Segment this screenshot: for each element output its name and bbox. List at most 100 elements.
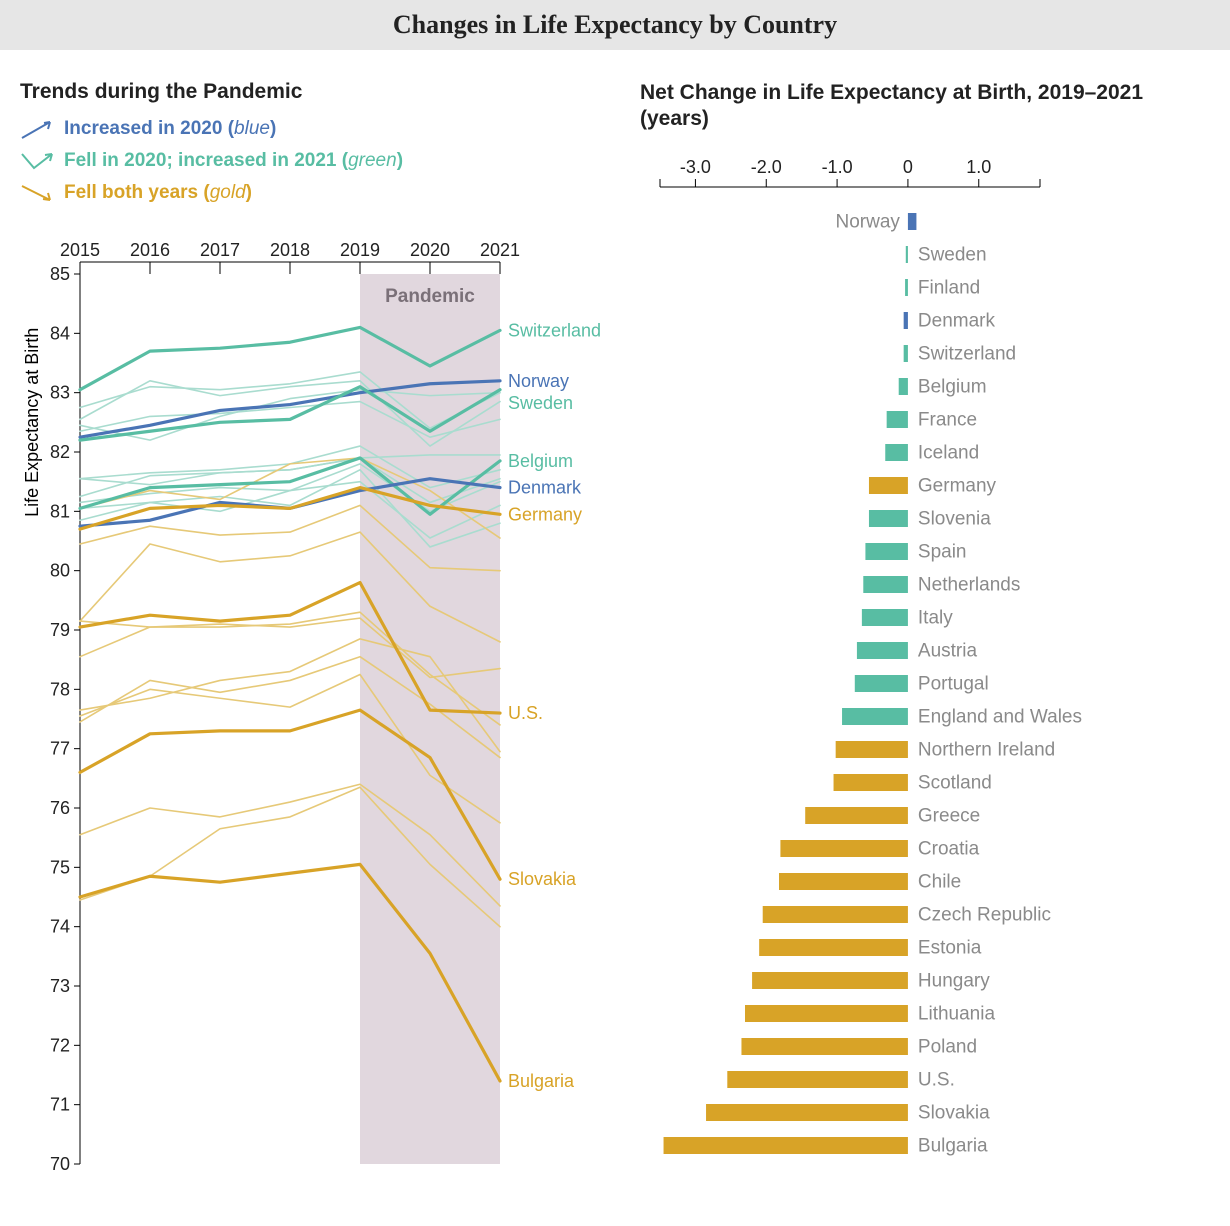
bar-label: Denmark bbox=[918, 310, 996, 331]
bar-label: Spain bbox=[918, 541, 967, 562]
bar-label: Croatia bbox=[918, 838, 980, 859]
bar-denmark bbox=[904, 312, 908, 329]
y-tick: 70 bbox=[50, 1154, 70, 1174]
bar-chart: -3.0-2.0-1.001.0NorwaySwedenFinlandDenma… bbox=[640, 147, 1200, 1172]
bar-slovakia bbox=[706, 1104, 908, 1121]
bar-hungary bbox=[752, 972, 908, 989]
bar-label: Austria bbox=[918, 640, 978, 661]
x-tick: 2020 bbox=[410, 240, 450, 260]
y-tick: 76 bbox=[50, 798, 70, 818]
end-label: Switzerland bbox=[508, 320, 601, 340]
bar-label: Czech Republic bbox=[918, 904, 1051, 925]
bar-poland bbox=[741, 1038, 907, 1055]
bar-finland bbox=[905, 279, 908, 296]
bar-austria bbox=[857, 642, 908, 659]
arrow-down-icon bbox=[20, 182, 56, 204]
content-row: Trends during the Pandemic Increased in … bbox=[0, 50, 1230, 1199]
bar-scotland bbox=[834, 774, 908, 791]
y-tick: 84 bbox=[50, 323, 70, 343]
arrow-v-icon bbox=[20, 150, 56, 172]
y-tick: 79 bbox=[50, 620, 70, 640]
bar-label: Norway bbox=[836, 211, 901, 232]
y-tick: 74 bbox=[50, 917, 70, 937]
bar-northern-ireland bbox=[836, 741, 908, 758]
y-tick: 83 bbox=[50, 383, 70, 403]
x-tick: 2016 bbox=[130, 240, 170, 260]
x-tick: 2017 bbox=[200, 240, 240, 260]
bar-x-tick: 0 bbox=[903, 157, 913, 177]
legend-item-blue: Increased in 2020 (blue) bbox=[20, 118, 610, 140]
bar-x-tick: -1.0 bbox=[822, 157, 853, 177]
bar-label: England and Wales bbox=[918, 706, 1082, 727]
bar-sweden bbox=[906, 246, 908, 263]
bar-label: Belgium bbox=[918, 376, 987, 397]
bar-greece bbox=[805, 807, 908, 824]
x-tick: 2019 bbox=[340, 240, 380, 260]
y-tick: 85 bbox=[50, 264, 70, 284]
y-tick: 78 bbox=[50, 679, 70, 699]
bar-label: Slovakia bbox=[918, 1102, 990, 1123]
legend-item-green: Fell in 2020; increased in 2021 (green) bbox=[20, 150, 610, 172]
bar-label: Lithuania bbox=[918, 1003, 996, 1024]
y-tick: 73 bbox=[50, 976, 70, 996]
line-chart: Pandemic20152016201720182019202020217071… bbox=[20, 214, 610, 1174]
bar-estonia bbox=[759, 939, 908, 956]
bar-germany bbox=[869, 477, 908, 494]
bar-italy bbox=[862, 609, 908, 626]
bar-spain bbox=[865, 543, 908, 560]
bar-croatia bbox=[780, 840, 908, 857]
end-label: U.S. bbox=[508, 703, 543, 723]
y-tick: 72 bbox=[50, 1035, 70, 1055]
bar-label: Iceland bbox=[918, 442, 979, 463]
bar-x-tick: -3.0 bbox=[680, 157, 711, 177]
bar-france bbox=[887, 411, 908, 428]
end-label: Bulgaria bbox=[508, 1071, 575, 1091]
bar-label: Germany bbox=[918, 475, 997, 496]
bar-x-tick: 1.0 bbox=[966, 157, 991, 177]
right-title: Net Change in Life Expectancy at Birth, … bbox=[640, 80, 1200, 133]
bar-label: Finland bbox=[918, 277, 980, 298]
bar-lithuania bbox=[745, 1005, 908, 1022]
bar-england-and-wales bbox=[842, 708, 908, 725]
end-label: Denmark bbox=[508, 478, 582, 498]
bar-label: Switzerland bbox=[918, 343, 1016, 364]
bar-switzerland bbox=[904, 345, 908, 362]
y-axis-title: Life Expectancy at Birth bbox=[22, 328, 42, 517]
bar-label: France bbox=[918, 409, 977, 430]
bar-portugal bbox=[855, 675, 908, 692]
bar-czech-republic bbox=[763, 906, 908, 923]
bar-label: Hungary bbox=[918, 970, 990, 991]
end-label: Germany bbox=[508, 504, 582, 524]
y-tick: 71 bbox=[50, 1095, 70, 1115]
bar-label: Northern Ireland bbox=[918, 739, 1055, 760]
left-subtitle: Trends during the Pandemic bbox=[20, 80, 610, 104]
y-tick: 82 bbox=[50, 442, 70, 462]
end-label: Slovakia bbox=[508, 869, 577, 889]
pandemic-band bbox=[360, 274, 500, 1164]
bar-norway bbox=[908, 213, 917, 230]
arrow-up-icon bbox=[20, 118, 56, 140]
end-label: Sweden bbox=[508, 393, 573, 413]
bar-label: Netherlands bbox=[918, 574, 1020, 595]
legend: Increased in 2020 (blue) Fell in 2020; i… bbox=[20, 118, 610, 204]
y-tick: 80 bbox=[50, 561, 70, 581]
x-tick: 2015 bbox=[60, 240, 100, 260]
bar-bulgaria bbox=[664, 1137, 908, 1154]
page-title: Changes in Life Expectancy by Country bbox=[0, 0, 1230, 50]
bar-belgium bbox=[899, 378, 908, 395]
bar-label: Sweden bbox=[918, 244, 987, 265]
y-tick: 77 bbox=[50, 739, 70, 759]
x-tick: 2018 bbox=[270, 240, 310, 260]
left-panel: Trends during the Pandemic Increased in … bbox=[20, 80, 610, 1179]
bar-label: Bulgaria bbox=[918, 1135, 988, 1156]
end-label: Belgium bbox=[508, 451, 573, 471]
bar-u-s- bbox=[727, 1071, 908, 1088]
bar-label: Chile bbox=[918, 871, 961, 892]
bar-label: Greece bbox=[918, 805, 980, 826]
bar-chile bbox=[779, 873, 908, 890]
right-panel: Net Change in Life Expectancy at Birth, … bbox=[610, 80, 1200, 1179]
bar-label: Slovenia bbox=[918, 508, 991, 529]
bar-label: U.S. bbox=[918, 1069, 955, 1090]
end-label: Norway bbox=[508, 371, 569, 391]
bar-label: Estonia bbox=[918, 937, 982, 958]
